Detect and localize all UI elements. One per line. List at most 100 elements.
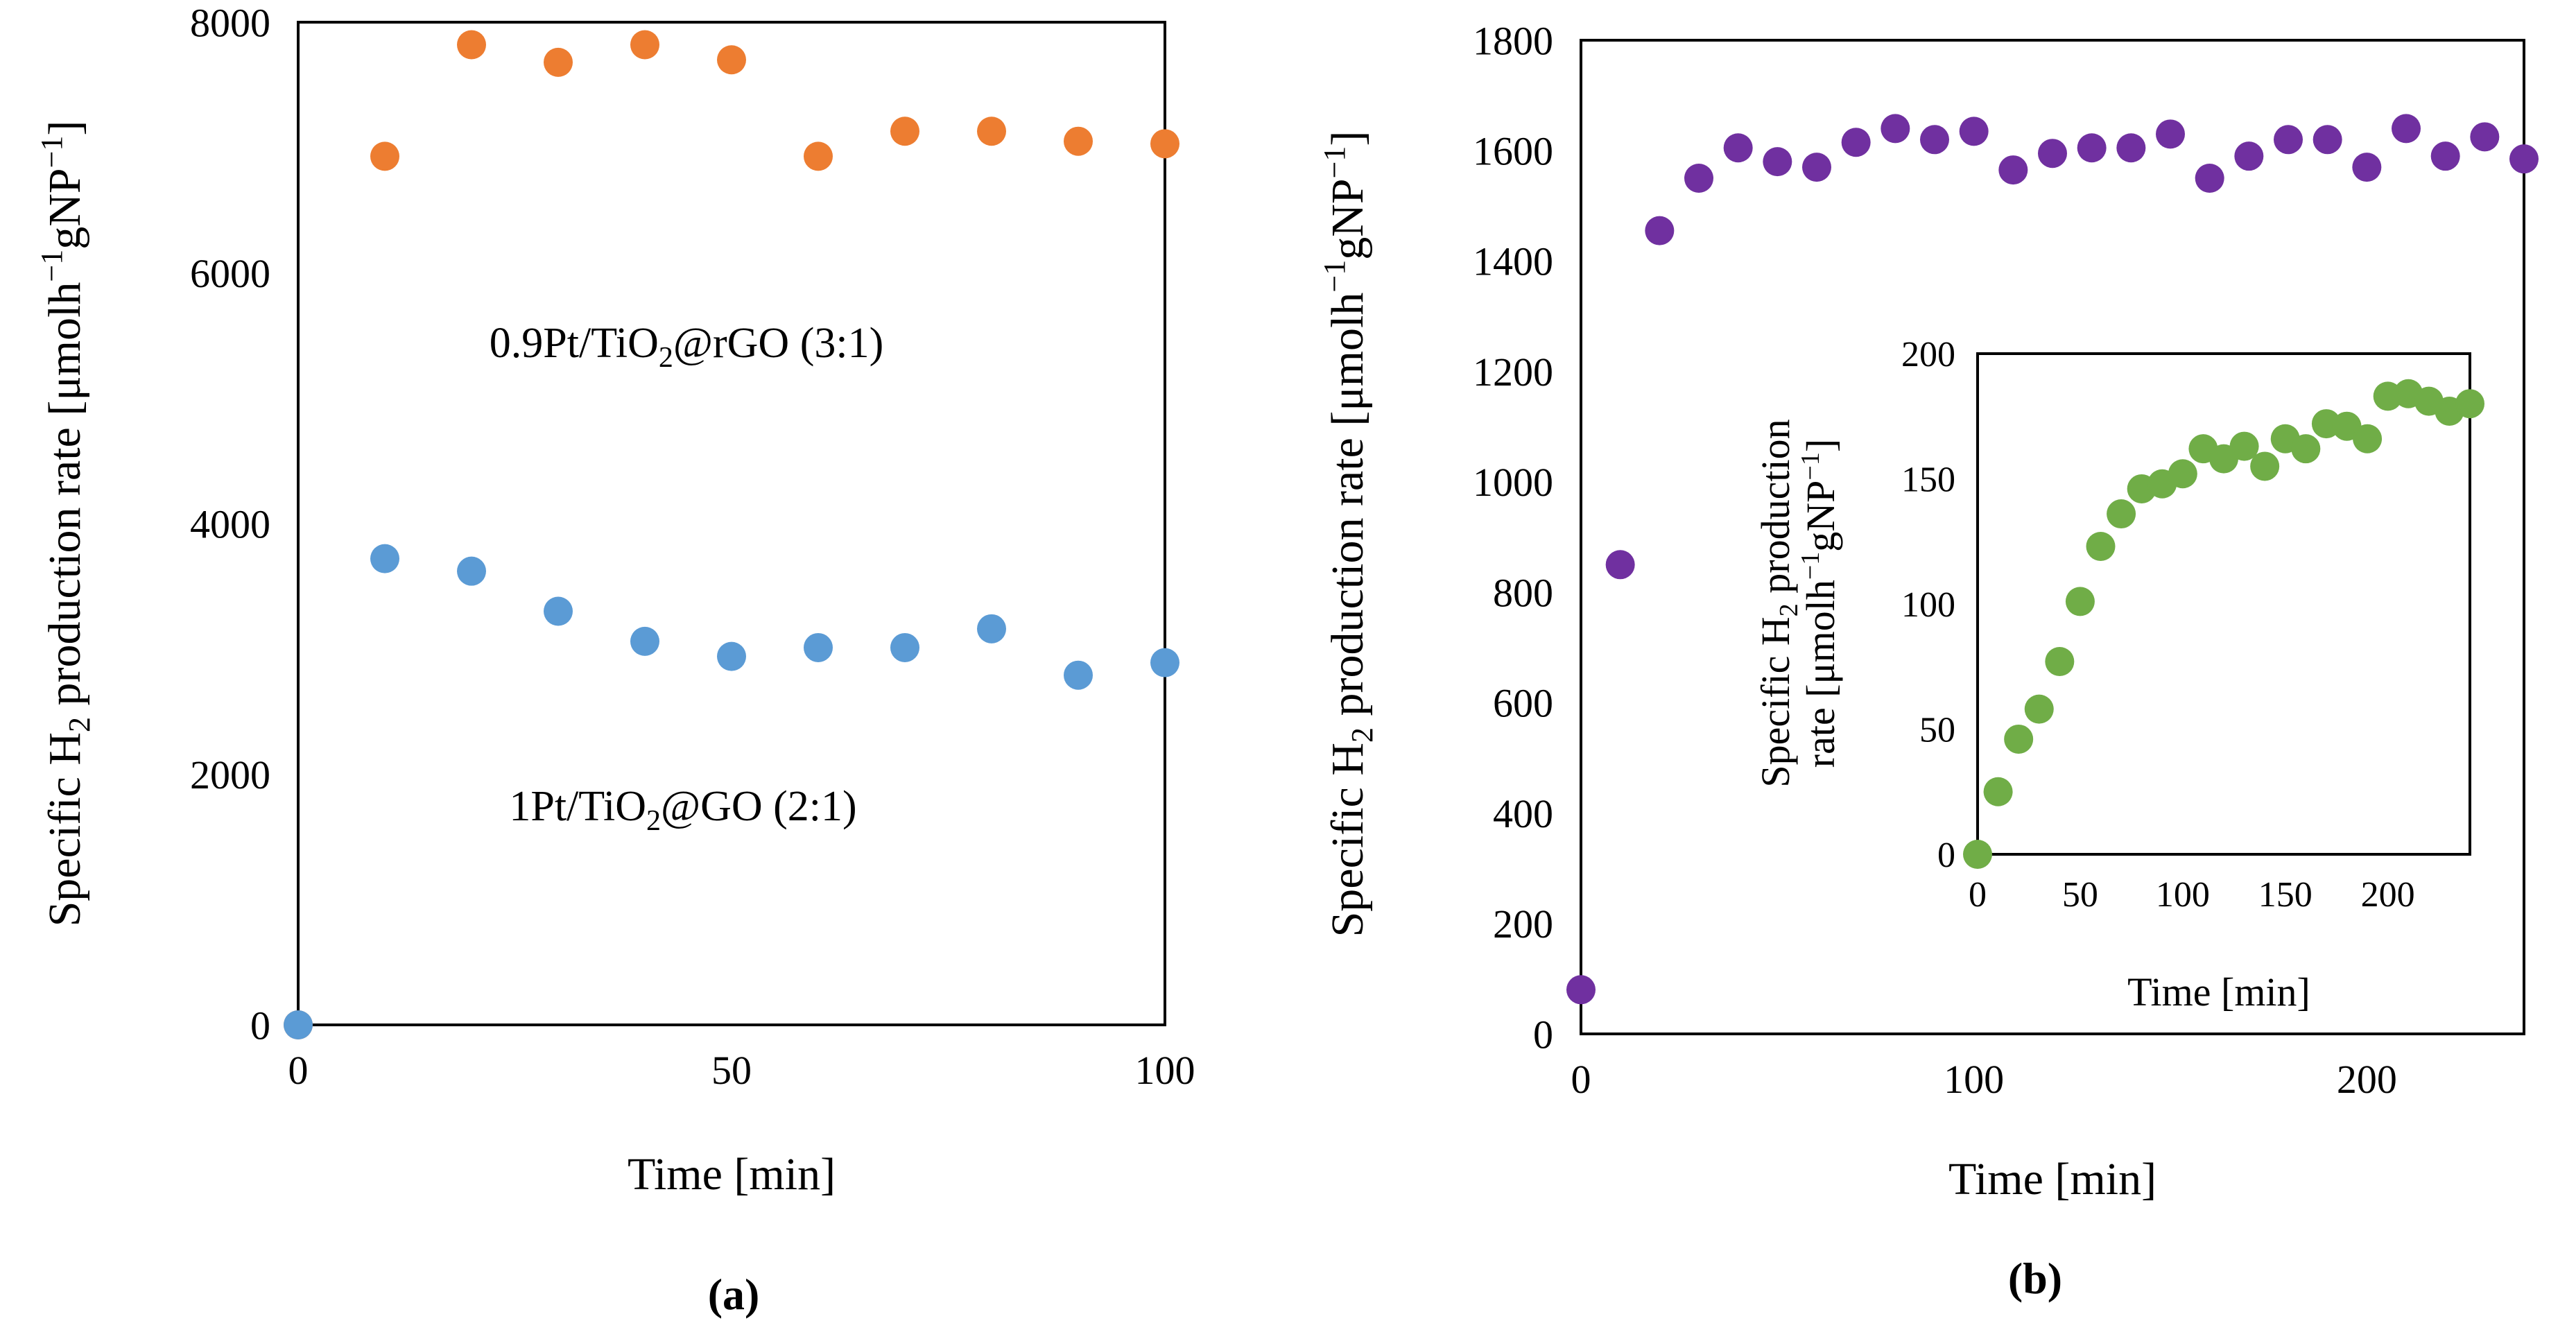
data-point <box>544 47 573 77</box>
y-tick-label: 0 <box>1533 1012 1553 1057</box>
y-axis-label-inset-line2: rate [μmolh−1gNP−1] <box>1796 439 1843 768</box>
y-tick-label: 2000 <box>190 752 270 797</box>
y-tick-label: 1600 <box>1473 129 1553 174</box>
data-point <box>1802 153 1831 182</box>
data-point <box>2430 141 2460 171</box>
y-tick-label: 400 <box>1493 791 1553 836</box>
y-tick-label: 4000 <box>190 501 270 546</box>
data-point <box>2353 424 2383 453</box>
data-point <box>1064 660 1093 690</box>
y-tick-label: 6000 <box>190 251 270 296</box>
data-point <box>2470 122 2500 152</box>
data-point <box>2038 139 2067 169</box>
panel-label-b: (b) <box>2008 1254 2062 1303</box>
data-point <box>2392 114 2421 144</box>
data-point <box>544 596 573 626</box>
data-point <box>2195 164 2224 193</box>
data-point <box>2274 125 2303 155</box>
data-point <box>1605 550 1635 580</box>
data-point <box>2077 133 2107 163</box>
data-point <box>1150 648 1179 677</box>
data-point <box>1841 128 1871 157</box>
data-point <box>1150 129 1179 159</box>
y-axis-label-b: Specific H2 production rate [μmolh−1gNP−… <box>1317 131 1379 938</box>
x-axis-label-b: Time [min] <box>1948 1154 2156 1204</box>
data-point <box>2291 434 2321 464</box>
data-point <box>1566 975 1596 1005</box>
y-ticks-a: 0 2000 4000 6000 8000 <box>190 0 270 1048</box>
data-point <box>284 1010 313 1039</box>
data-point <box>804 141 833 171</box>
y-tick-label: 600 <box>1493 681 1553 726</box>
x-tick-label: 100 <box>1135 1048 1195 1093</box>
data-point <box>2234 141 2264 171</box>
plot-frame-a <box>297 21 1166 1026</box>
data-point <box>1983 777 2013 806</box>
data-point <box>2352 153 2382 182</box>
y-tick-label: 0 <box>1937 836 1955 875</box>
y-tick-label: 150 <box>1901 460 1955 500</box>
data-point <box>890 632 919 662</box>
inset-chart: 0 50 100 150 200 0 50 100 150 200 Time [min] Spe… <box>1753 335 2484 1014</box>
data-point <box>1064 126 1093 156</box>
y-tick-label: 1800 <box>1473 18 1553 63</box>
data-point <box>1963 840 1992 869</box>
x-tick-label: 100 <box>1944 1057 2004 1102</box>
data-point <box>1959 116 1989 146</box>
data-point <box>2168 459 2197 489</box>
x-tick-label: 0 <box>1571 1057 1591 1102</box>
y-axis-label-inset-line1: Specific H2 production <box>1753 419 1804 787</box>
y-tick-label: 200 <box>1901 335 1955 374</box>
plot-frame-b <box>1580 39 2525 1035</box>
data-point <box>2509 144 2539 174</box>
data-point <box>1684 164 1713 193</box>
y-ticks-inset: 0 50 100 150 200 <box>1901 335 1955 875</box>
data-point <box>1881 114 1910 144</box>
data-point <box>457 30 486 60</box>
data-point <box>977 116 1006 146</box>
data-point <box>2107 499 2136 529</box>
y-tick-label: 50 <box>1919 711 1955 750</box>
data-point <box>804 632 833 662</box>
x-tick-label: 200 <box>2337 1057 2397 1102</box>
y-tick-label: 1400 <box>1473 239 1553 284</box>
x-axis-label-inset: Time [min] <box>2127 969 2310 1014</box>
y-tick-label: 100 <box>1901 585 1955 625</box>
data-point <box>977 614 1006 643</box>
data-point <box>717 641 746 671</box>
data-point <box>370 544 399 573</box>
x-tick-label: 150 <box>2258 875 2313 915</box>
x-ticks-inset: 0 50 100 150 200 <box>1969 875 2415 915</box>
x-tick-label: 200 <box>2361 875 2415 915</box>
data-point <box>1998 155 2028 185</box>
data-point <box>1723 133 1753 163</box>
data-point <box>457 556 486 586</box>
data-points-a <box>284 30 1179 1039</box>
data-point <box>2065 587 2095 616</box>
y-tick-label: 8000 <box>190 0 270 45</box>
series-label-1pt: 1Pt/TiO2@GO (2:1) <box>509 783 856 837</box>
y-tick-label: 200 <box>1493 901 1553 947</box>
x-tick-label: 50 <box>2062 875 2098 915</box>
panel-label-a: (a) <box>708 1270 760 1319</box>
data-point <box>1920 125 1949 155</box>
x-tick-label: 50 <box>711 1048 752 1093</box>
x-ticks-a: 0 50 100 <box>288 1048 1195 1093</box>
x-tick-label: 0 <box>288 1048 309 1093</box>
x-axis-label-a: Time [min] <box>628 1149 836 1200</box>
series-label-0.9pt: 0.9Pt/TiO2@rGO (3:1) <box>490 320 883 374</box>
data-point <box>2024 694 2054 724</box>
x-tick-label: 0 <box>1969 875 1987 915</box>
y-tick-label: 1200 <box>1473 349 1553 395</box>
data-point <box>2313 125 2342 155</box>
data-point <box>2455 389 2484 419</box>
data-point <box>2116 133 2146 163</box>
data-point <box>890 116 919 146</box>
y-tick-label: 0 <box>250 1003 270 1048</box>
data-point <box>630 626 659 656</box>
data-point <box>2156 119 2185 149</box>
y-tick-label: 1000 <box>1473 460 1553 505</box>
chart-panel-a: 0 2000 4000 6000 8000 0 50 100 0.9Pt/TiO2@rGO … <box>35 0 1195 1319</box>
